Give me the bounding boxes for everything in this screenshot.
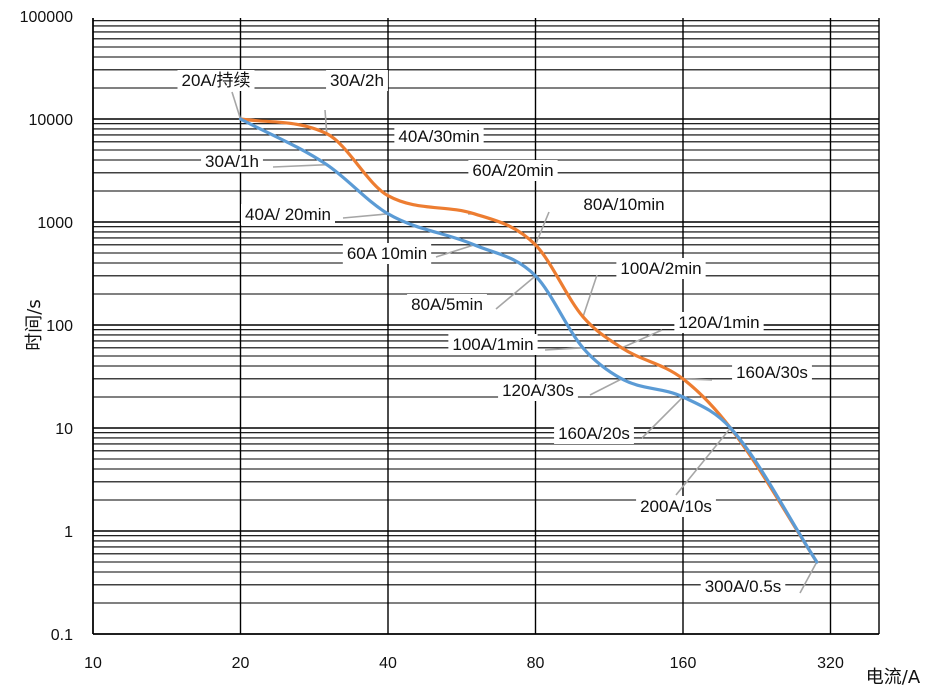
annotation: 30A/2h <box>326 70 388 91</box>
y-tick-label: 10000 <box>29 112 74 129</box>
annotation-background <box>700 576 786 597</box>
annotation: 100A/1min <box>448 334 538 355</box>
annotation-label: 30A/2h <box>330 71 384 90</box>
annotation-background <box>448 334 538 355</box>
annotation-leaders <box>231 91 818 594</box>
annotation-label: 40A/ 20min <box>245 205 331 224</box>
annotation-label: 160A/30s <box>736 363 808 382</box>
annotation-leader <box>435 244 475 258</box>
y-tick-label: 0.1 <box>51 627 73 644</box>
annotation-background <box>732 362 812 383</box>
annotation-background <box>241 204 335 225</box>
annotation-background <box>468 160 558 181</box>
y-tick-label: 100 <box>46 318 73 335</box>
annotation: 60A 10min <box>342 243 432 264</box>
annotation-label: 40A/30min <box>398 127 479 146</box>
annotation: 40A/30min <box>394 126 484 147</box>
y-tick-label: 1 <box>64 524 73 541</box>
grid <box>92 18 880 635</box>
annotation: 160A/20s <box>554 423 634 444</box>
annotation-label: 80A/5min <box>411 295 483 314</box>
annotation-leader <box>641 396 684 439</box>
annotation-leader <box>231 91 242 120</box>
annotation: 100A/2min <box>616 258 706 279</box>
annotation-background <box>554 423 634 444</box>
annotation-leader <box>582 274 598 318</box>
series-line-1 <box>238 117 819 564</box>
annotation-label: 30A/1h <box>205 152 259 171</box>
y-tick-label: 1000 <box>37 215 73 232</box>
annotation-background <box>394 126 484 147</box>
y-tick-label: 10 <box>55 421 73 438</box>
annotation-leader <box>589 378 623 396</box>
annotation: 200A/10s <box>636 496 716 517</box>
annotation-background <box>342 243 432 264</box>
annotation: 120A/30s <box>498 380 578 401</box>
annotation-background <box>177 70 255 91</box>
annotation-background <box>636 496 716 517</box>
annotation: 80A/10min <box>579 194 669 215</box>
x-tick-label: 20 <box>232 655 250 672</box>
annotation-leader <box>544 347 584 351</box>
tick-labels: 10 20 40 80 160 320 0.1 1 10 100 1000 10000 100000 <box>20 9 844 672</box>
annotation-label: 160A/20s <box>558 424 630 443</box>
annotation: 160A/30s <box>732 362 812 383</box>
annotation-leader <box>342 213 389 219</box>
annotation: 40A/ 20min <box>241 204 335 225</box>
annotation: 60A/20min <box>468 160 558 181</box>
annotation-background <box>579 194 669 215</box>
y-tick-label: 100000 <box>20 9 73 26</box>
annotation-background <box>674 312 764 333</box>
x-tick-label: 160 <box>670 655 697 672</box>
series-lines <box>238 117 819 564</box>
annotation-label: 80A/10min <box>583 195 664 214</box>
annotation: 80A/5min <box>407 294 487 315</box>
annotation-label: 60A 10min <box>347 244 427 263</box>
annotation-label: 60A/20min <box>472 161 553 180</box>
annotation-background <box>616 258 706 279</box>
annotation-background <box>201 151 263 172</box>
annotation-label: 100A/1min <box>452 335 533 354</box>
annotation-label: 200A/10s <box>640 497 712 516</box>
x-tick-label: 40 <box>379 655 397 672</box>
annotations: 20A/持续 30A/2h 40A/30min 60A/20min 80A/10min 1… <box>177 70 812 597</box>
x-tick-label: 320 <box>817 655 844 672</box>
series-line-2 <box>238 117 819 564</box>
annotation-leader <box>534 211 550 246</box>
annotation-leader <box>324 109 328 134</box>
y-axis-label: 时间/s <box>24 299 45 350</box>
annotation-background <box>326 70 388 91</box>
annotation-leader <box>675 427 732 496</box>
x-tick-label: 80 <box>527 655 545 672</box>
annotation: 20A/持续 <box>177 70 255 91</box>
axes <box>92 18 879 635</box>
annotation-leader <box>799 561 818 594</box>
annotation: 30A/1h <box>201 151 263 172</box>
annotation-background <box>407 294 487 315</box>
x-tick-label: 10 <box>84 655 102 672</box>
annotation: 120A/1min <box>674 312 764 333</box>
annotation: 300A/0.5s <box>700 576 786 597</box>
annotation-label: 100A/2min <box>620 259 701 278</box>
annotation-leader <box>495 275 537 310</box>
annotation-label: 20A/持续 <box>182 71 251 90</box>
annotation-label: 120A/30s <box>502 381 574 400</box>
annotation-background <box>498 380 578 401</box>
annotation-leader <box>621 329 663 349</box>
annotation-leader <box>682 378 713 381</box>
x-axis-label: 电流/A <box>866 667 921 687</box>
annotation-label: 300A/0.5s <box>705 577 782 596</box>
annotation-leader <box>272 163 327 168</box>
annotation-label: 120A/1min <box>678 313 759 332</box>
